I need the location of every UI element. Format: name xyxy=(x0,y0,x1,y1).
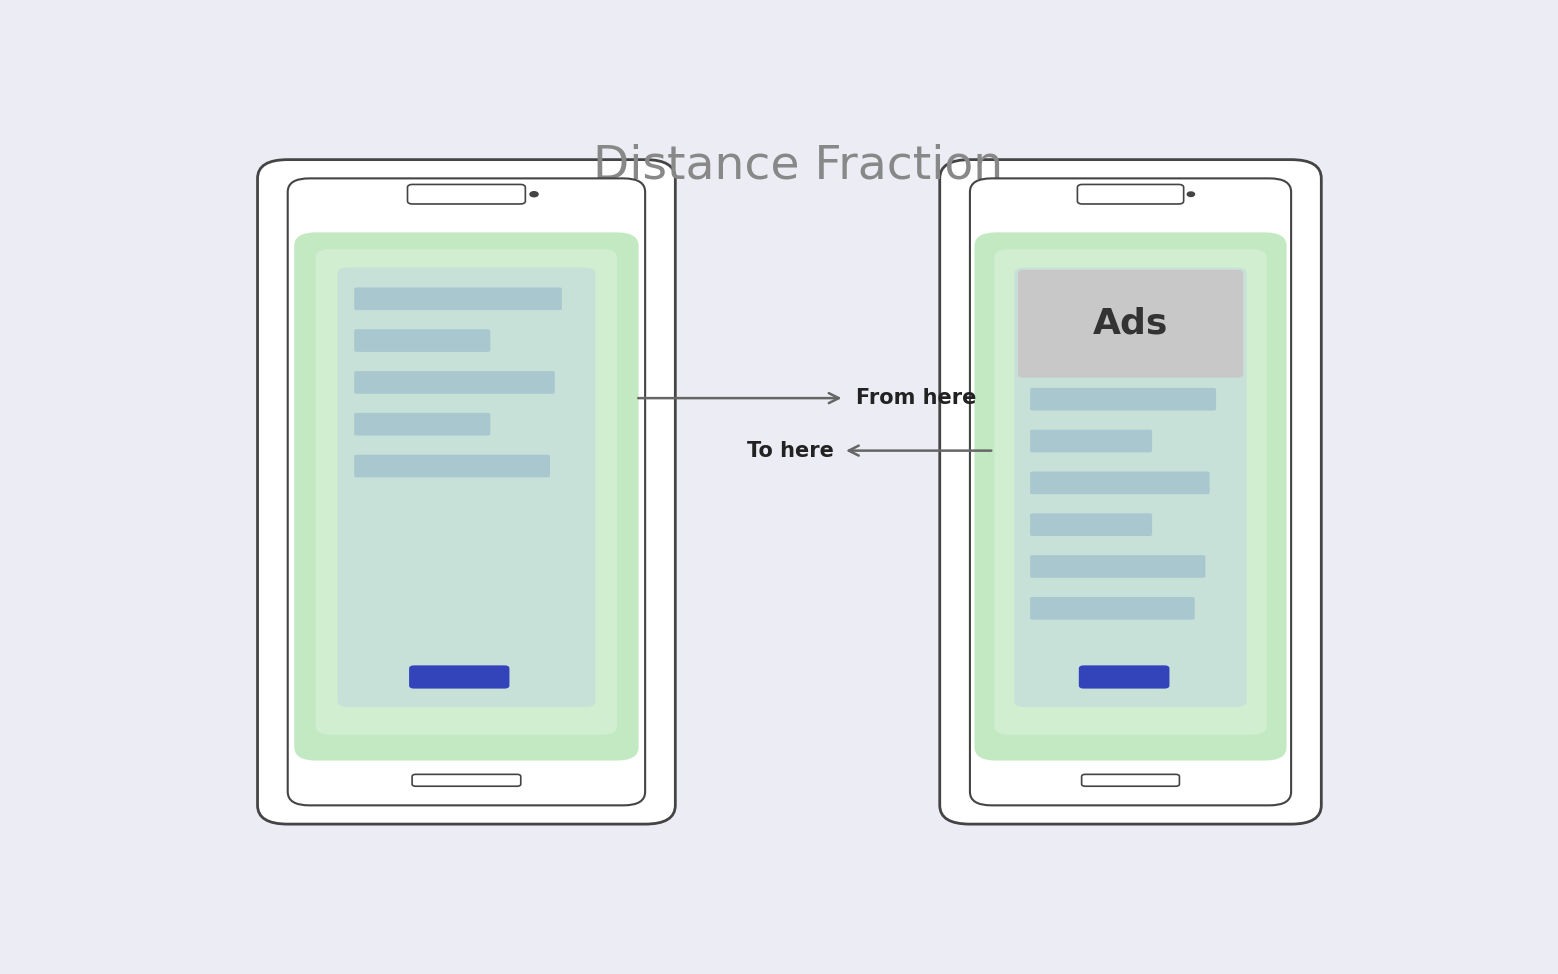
FancyBboxPatch shape xyxy=(1081,774,1179,786)
FancyBboxPatch shape xyxy=(994,249,1267,734)
FancyBboxPatch shape xyxy=(354,287,562,310)
FancyBboxPatch shape xyxy=(1030,430,1151,452)
FancyBboxPatch shape xyxy=(1030,555,1206,578)
Circle shape xyxy=(530,192,538,197)
FancyBboxPatch shape xyxy=(316,249,617,734)
FancyBboxPatch shape xyxy=(974,233,1287,761)
FancyBboxPatch shape xyxy=(1078,184,1184,204)
FancyBboxPatch shape xyxy=(354,455,550,477)
Circle shape xyxy=(1187,192,1195,197)
FancyBboxPatch shape xyxy=(354,413,491,435)
FancyBboxPatch shape xyxy=(257,160,675,824)
FancyBboxPatch shape xyxy=(294,233,639,761)
Text: To here: To here xyxy=(746,440,834,461)
FancyBboxPatch shape xyxy=(410,665,509,689)
Text: From here: From here xyxy=(857,388,977,408)
FancyBboxPatch shape xyxy=(1014,268,1246,707)
FancyBboxPatch shape xyxy=(1030,513,1151,536)
FancyBboxPatch shape xyxy=(354,329,491,352)
FancyBboxPatch shape xyxy=(939,160,1321,824)
FancyBboxPatch shape xyxy=(408,184,525,204)
FancyBboxPatch shape xyxy=(1030,597,1195,619)
FancyBboxPatch shape xyxy=(411,774,520,786)
Text: Distance Fraction: Distance Fraction xyxy=(594,143,1003,188)
FancyBboxPatch shape xyxy=(1017,270,1243,378)
FancyBboxPatch shape xyxy=(1030,388,1217,411)
FancyBboxPatch shape xyxy=(338,268,595,707)
FancyBboxPatch shape xyxy=(1030,471,1209,494)
FancyBboxPatch shape xyxy=(354,371,555,393)
Text: Ads: Ads xyxy=(1092,307,1168,341)
FancyBboxPatch shape xyxy=(1078,665,1170,689)
